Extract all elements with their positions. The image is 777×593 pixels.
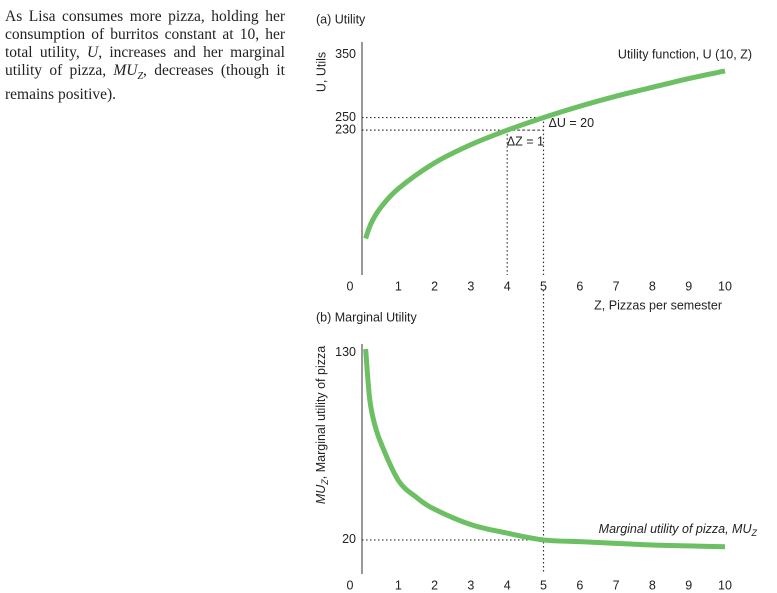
x-tick-label: 3 xyxy=(467,578,474,592)
x-tick-label: 2 xyxy=(431,279,438,293)
y-tick-label: 350 xyxy=(335,47,356,61)
caption-text: , decreases (though it remains positive)… xyxy=(5,62,285,104)
x-tick-label: 1 xyxy=(395,279,402,293)
x-tick-label: 10 xyxy=(718,279,732,293)
caption-text: MU xyxy=(113,62,138,79)
x-tick-label: 1 xyxy=(395,578,402,592)
x-tick-label: 2 xyxy=(431,578,438,592)
annotation: ΔZ = 1 xyxy=(507,134,544,148)
x-tick-label: 7 xyxy=(613,279,620,293)
annotation: ΔU = 20 xyxy=(549,116,595,130)
x-tick-label: 6 xyxy=(576,279,583,293)
y-axis-label: MUZ, Marginal utility of pizza xyxy=(314,346,330,504)
caption-text: , increases and her marginal utility of … xyxy=(5,44,285,79)
series-label: Marginal utility of pizza, MUZ xyxy=(599,522,758,538)
y-tick-label: 130 xyxy=(335,345,356,359)
series-label-sub: Z xyxy=(751,528,758,538)
x-tick-label: 4 xyxy=(504,578,511,592)
x-tick-label: 8 xyxy=(649,279,656,293)
x-tick-label: 5 xyxy=(540,279,547,293)
series-label-part: Marginal utility of pizza, MU xyxy=(599,522,753,536)
chart-title: (b) Marginal Utility xyxy=(316,310,417,324)
caption-text: Z xyxy=(137,71,144,83)
x-tick-label: 9 xyxy=(685,578,692,592)
caption: As Lisa consumes more pizza, holding her… xyxy=(5,8,285,104)
y-tick-label: 20 xyxy=(342,532,356,546)
x-tick-label: 3 xyxy=(467,279,474,293)
caption-text: As Lisa consumes more pizza, holding her… xyxy=(5,8,285,61)
y-axis-label: U, Utils xyxy=(314,52,328,92)
x-tick-label: 6 xyxy=(576,578,583,592)
x-tick-label: 8 xyxy=(649,578,656,592)
caption-text: U xyxy=(87,44,99,61)
x-axis-label: Z, Pizzas per semester xyxy=(594,298,722,312)
series-label: Utility function, U (10, Z) xyxy=(618,47,752,61)
chart-title: (a) Utility xyxy=(316,12,366,26)
series-line xyxy=(363,348,726,550)
y-axis-label-part: MU xyxy=(314,484,328,504)
y-axis-label-sub: Z xyxy=(320,479,330,486)
x-tick-label: 10 xyxy=(718,578,732,592)
x-tick-label: 9 xyxy=(685,279,692,293)
series-line xyxy=(363,68,726,240)
x-tick-label: 0 xyxy=(347,578,354,592)
y-tick-label: 230 xyxy=(335,122,356,136)
x-tick-label: 0 xyxy=(347,279,354,293)
y-tick-label: 250 xyxy=(335,110,356,124)
x-tick-label: 4 xyxy=(504,279,511,293)
x-tick-label: 5 xyxy=(540,578,547,592)
y-axis-label-part: , Marginal utility of pizza xyxy=(314,346,328,479)
x-tick-label: 7 xyxy=(613,578,620,592)
